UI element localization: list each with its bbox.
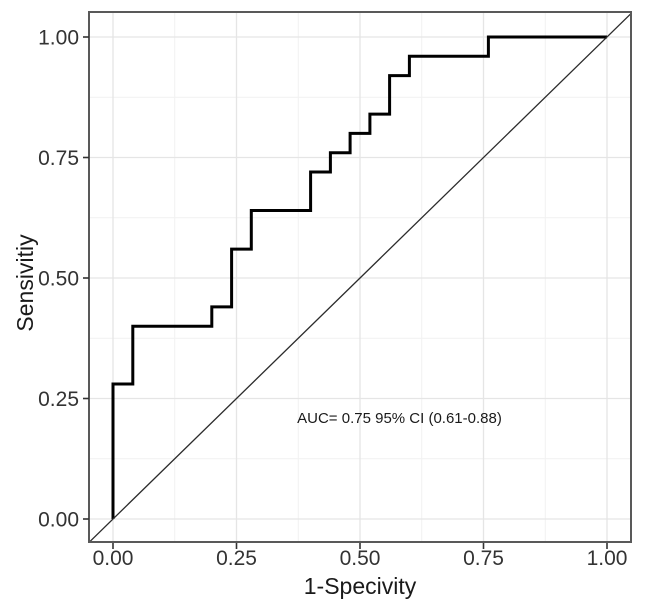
x-tick-label: 0.00	[93, 547, 134, 570]
y-axis-title: Sensivitiy	[12, 234, 38, 332]
series-layer	[88, 13, 632, 543]
diagonal-reference-line	[88, 13, 632, 543]
x-tick-label: 0.75	[463, 547, 504, 570]
auc-annotation: AUC= 0.75 95% CI (0.61-0.88)	[297, 410, 502, 427]
y-tick-label: 0.75	[38, 147, 79, 170]
y-tick-label: 0.00	[38, 509, 79, 532]
x-tick-label: 0.50	[340, 547, 381, 570]
x-axis-title: 1-Specivity	[304, 573, 417, 599]
major-gridlines	[89, 12, 631, 542]
axis-tick-labels: 0.00 0.25 0.50 0.75 1.00 0.00 0.25 0.50 0.75 1.00	[38, 27, 627, 571]
axis-tick-marks	[83, 36, 608, 549]
x-tick-label: 0.25	[216, 547, 257, 570]
x-tick-label: 1.00	[587, 547, 628, 570]
y-tick-label: 0.25	[38, 388, 79, 411]
y-tick-label: 0.50	[38, 268, 79, 291]
y-tick-label: 1.00	[38, 27, 79, 50]
panel-border	[88, 11, 632, 543]
roc-curve-path	[111, 35, 607, 519]
